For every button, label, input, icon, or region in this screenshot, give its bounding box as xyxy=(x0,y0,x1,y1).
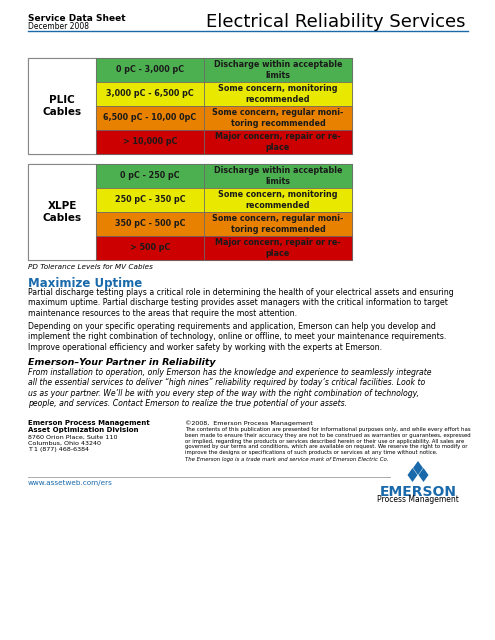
Text: Partial discharge testing plays a critical role in determining the health of you: Partial discharge testing plays a critic… xyxy=(28,288,454,318)
Text: Major concern, repair or re-
place: Major concern, repair or re- place xyxy=(215,132,341,152)
Bar xyxy=(96,212,204,236)
Text: EMERSON: EMERSON xyxy=(380,485,456,499)
Text: Some concern, monitoring
recommended: Some concern, monitoring recommended xyxy=(218,84,338,104)
Text: Some concern, regular moni-
toring recommended: Some concern, regular moni- toring recom… xyxy=(212,108,344,128)
Text: > 500 pC: > 500 pC xyxy=(130,243,170,253)
Text: 8760 Orion Place, Suite 110
Columbus, Ohio 43240
T 1 (877) 468-6384: 8760 Orion Place, Suite 110 Columbus, Oh… xyxy=(28,435,117,452)
Text: Process Management: Process Management xyxy=(377,495,459,504)
Bar xyxy=(96,82,204,106)
Text: The Emerson logo is a trade mark and service mark of Emerson Electric Co.: The Emerson logo is a trade mark and ser… xyxy=(185,457,389,462)
Text: Discharge within acceptable
limits: Discharge within acceptable limits xyxy=(214,166,342,186)
Text: 3,000 pC - 6,500 pC: 3,000 pC - 6,500 pC xyxy=(106,90,194,99)
Text: Discharge within acceptable
limits: Discharge within acceptable limits xyxy=(214,60,342,80)
Polygon shape xyxy=(413,461,423,475)
Bar xyxy=(96,188,204,212)
Bar xyxy=(96,58,204,82)
Bar xyxy=(96,130,204,154)
Text: Depending on your specific operating requirements and application, Emerson can h: Depending on your specific operating req… xyxy=(28,322,446,352)
Polygon shape xyxy=(407,468,417,482)
Bar xyxy=(28,58,352,154)
Bar xyxy=(96,164,204,188)
Text: Emerson–Your Partner in Reliability: Emerson–Your Partner in Reliability xyxy=(28,358,216,367)
Polygon shape xyxy=(418,468,429,482)
Bar xyxy=(28,164,96,260)
Bar xyxy=(96,106,204,130)
Text: Maximize Uptime: Maximize Uptime xyxy=(28,277,142,290)
Text: December 2008: December 2008 xyxy=(28,22,89,31)
Text: PLIC
Cables: PLIC Cables xyxy=(43,95,82,116)
Text: www.assetweb.com/ers: www.assetweb.com/ers xyxy=(28,480,113,486)
Bar xyxy=(204,212,352,236)
Bar xyxy=(204,58,352,82)
Text: 350 pC - 500 pC: 350 pC - 500 pC xyxy=(115,220,185,228)
Bar xyxy=(204,82,352,106)
Bar xyxy=(204,106,352,130)
Text: > 10,000 pC: > 10,000 pC xyxy=(123,138,177,147)
Text: The contents of this publication are presented for informational purposes only, : The contents of this publication are pre… xyxy=(185,427,471,455)
Text: Service Data Sheet: Service Data Sheet xyxy=(28,14,126,23)
Bar xyxy=(204,130,352,154)
Bar xyxy=(204,164,352,188)
Bar xyxy=(204,236,352,260)
Text: PD Tolerance Levels for MV Cables: PD Tolerance Levels for MV Cables xyxy=(28,264,153,270)
Text: 0 pC - 3,000 pC: 0 pC - 3,000 pC xyxy=(116,65,184,74)
Text: Emerson Process Management: Emerson Process Management xyxy=(28,420,150,426)
Bar xyxy=(204,188,352,212)
Text: 0 pC - 250 pC: 0 pC - 250 pC xyxy=(120,172,180,180)
Bar xyxy=(96,236,204,260)
Text: Some concern, monitoring
recommended: Some concern, monitoring recommended xyxy=(218,190,338,210)
Text: Asset Optimization Division: Asset Optimization Division xyxy=(28,427,139,433)
Bar xyxy=(28,164,352,260)
Text: Some concern, regular moni-
toring recommended: Some concern, regular moni- toring recom… xyxy=(212,214,344,234)
Text: ©2008,  Emerson Process Management: ©2008, Emerson Process Management xyxy=(185,420,313,426)
Text: 250 pC - 350 pC: 250 pC - 350 pC xyxy=(115,195,185,205)
Text: Major concern, repair or re-
place: Major concern, repair or re- place xyxy=(215,238,341,258)
Text: 6,500 pC - 10,00 0pC: 6,500 pC - 10,00 0pC xyxy=(103,113,197,122)
Text: From installation to operation, only Emerson has the knowledge and experience to: From installation to operation, only Eme… xyxy=(28,368,432,408)
Text: XLPE
Cables: XLPE Cables xyxy=(43,201,82,223)
Bar xyxy=(28,58,96,154)
Text: Electrical Reliability Services: Electrical Reliability Services xyxy=(206,13,466,31)
